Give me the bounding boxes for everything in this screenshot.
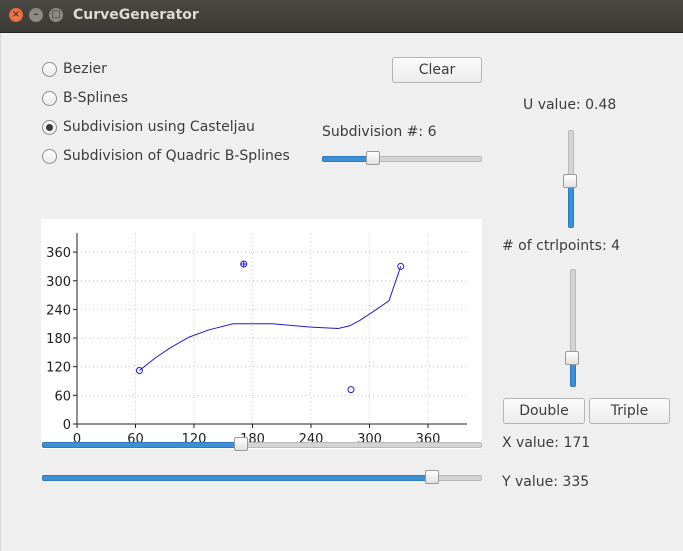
y-tick-label: 0 <box>63 418 71 433</box>
y-tick-label: 360 <box>46 246 71 261</box>
y-value-slider[interactable] <box>42 470 482 486</box>
curve-line <box>139 266 402 371</box>
curve-plot[interactable]: 0 60 120 180 240 300 360 0 60 120 180 240 300 360 <box>41 219 482 449</box>
slider-handle[interactable] <box>563 174 577 188</box>
slider-handle[interactable] <box>425 470 439 484</box>
radio-b-splines[interactable]: B-Splines <box>42 88 128 108</box>
radio-label: B-Splines <box>63 90 128 106</box>
main-panel: Bezier B-Splines Subdivision using Caste… <box>0 33 683 551</box>
radio-indicator <box>42 90 57 106</box>
radio-indicator <box>42 61 57 77</box>
ctrlpoints-slider[interactable] <box>565 269 581 387</box>
y-value-label: Y value: 335 <box>502 474 590 490</box>
u-value-label: U value: 0.48 <box>523 97 617 113</box>
y-tick-label: 120 <box>46 361 71 376</box>
radio-label: Subdivision of Quadric B-Splines <box>63 148 290 164</box>
x-tick-label: 0 <box>73 432 81 447</box>
clear-button[interactable]: Clear <box>392 57 482 83</box>
radio-indicator <box>42 119 57 135</box>
radio-indicator <box>42 148 57 164</box>
window-title: CurveGenerator <box>73 7 199 23</box>
subdivision-slider[interactable] <box>322 151 482 167</box>
minimize-icon[interactable]: – <box>29 8 43 22</box>
slider-handle[interactable] <box>366 151 380 165</box>
control-point <box>397 262 405 270</box>
triple-button[interactable]: Triple <box>589 398 670 424</box>
control-point <box>347 386 355 394</box>
x-value-slider[interactable] <box>42 437 482 453</box>
radio-label: Subdivision using Casteljau <box>63 119 255 135</box>
slider-handle[interactable] <box>234 437 248 451</box>
ctrlpoints-label: # of ctrlpoints: 4 <box>502 238 621 254</box>
u-value-slider[interactable] <box>563 130 579 228</box>
close-icon[interactable]: × <box>9 8 23 22</box>
slider-fill <box>42 442 242 448</box>
radio-subdivision-quadric-b-splines[interactable]: Subdivision of Quadric B-Splines <box>42 146 290 166</box>
subdivision-label: Subdivision #: 6 <box>322 124 437 140</box>
y-tick-label: 180 <box>46 332 71 347</box>
maximize-icon[interactable]: □ <box>49 8 63 22</box>
x-value-label: X value: 171 <box>502 435 591 451</box>
slider-handle[interactable] <box>565 351 579 365</box>
y-tick-label: 60 <box>54 389 71 404</box>
y-tick-label: 240 <box>46 303 71 318</box>
slider-fill <box>42 475 433 481</box>
radio-label: Bezier <box>63 61 107 77</box>
control-point <box>135 367 143 375</box>
title-bar: × – □ CurveGenerator <box>0 0 683 33</box>
radio-bezier[interactable]: Bezier <box>42 59 107 79</box>
y-tick-label: 300 <box>46 275 71 290</box>
double-button[interactable]: Double <box>503 398 585 424</box>
radio-subdivision-casteljau[interactable]: Subdivision using Casteljau <box>42 117 255 137</box>
